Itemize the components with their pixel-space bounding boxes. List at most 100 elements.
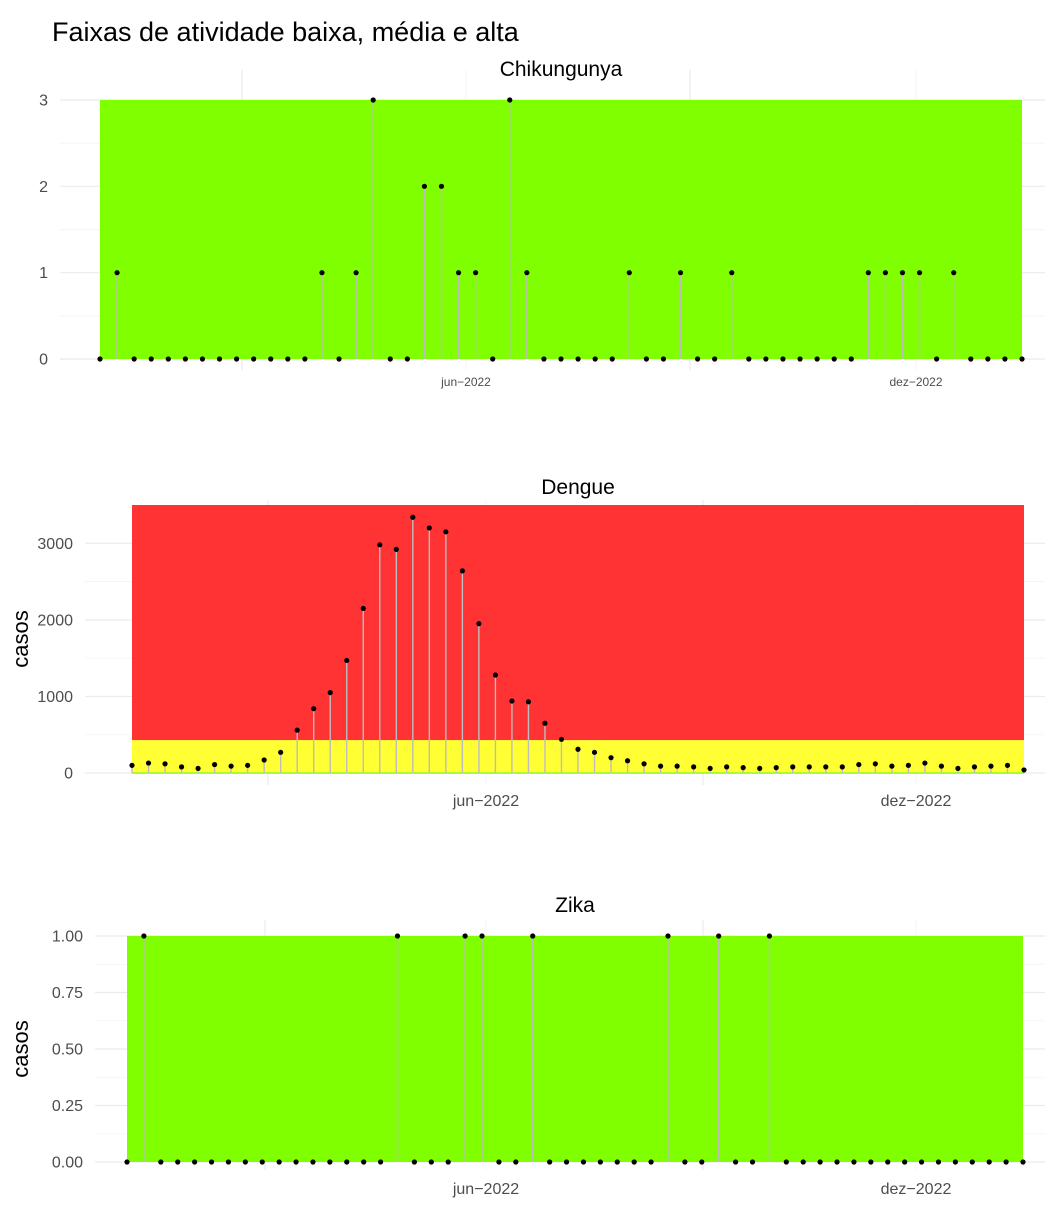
panel-title: Chikungunya	[500, 58, 623, 81]
data-point	[251, 356, 257, 362]
data-point	[496, 1159, 502, 1165]
x-tick-label: dez−2022	[881, 1181, 952, 1198]
data-point	[175, 1159, 181, 1165]
data-point	[411, 1159, 417, 1165]
band-green	[100, 100, 1022, 359]
data-point	[716, 933, 722, 939]
data-point	[729, 270, 735, 276]
data-point	[513, 1159, 519, 1165]
data-point	[773, 765, 779, 771]
data-point	[479, 933, 485, 939]
data-point	[797, 356, 803, 362]
data-point	[592, 356, 598, 362]
data-point	[327, 690, 333, 696]
data-point	[783, 1159, 789, 1165]
y-tick-label: 1000	[37, 689, 73, 706]
data-point	[387, 356, 393, 362]
data-point	[462, 933, 468, 939]
data-point	[131, 356, 137, 362]
data-point	[766, 933, 773, 939]
data-point	[790, 764, 796, 770]
data-point	[541, 356, 547, 362]
data-point	[1002, 356, 1008, 362]
data-point	[624, 758, 631, 764]
data-point	[969, 1159, 975, 1165]
data-point	[626, 270, 632, 276]
data-point	[530, 933, 536, 939]
data-point	[1019, 356, 1025, 362]
data-point	[848, 356, 854, 362]
data-point	[952, 1159, 958, 1165]
data-point	[438, 183, 445, 189]
data-point	[268, 356, 274, 362]
data-point	[609, 356, 615, 362]
y-tick-label: 3000	[37, 536, 73, 553]
data-point	[285, 356, 291, 362]
data-point	[97, 356, 103, 362]
data-point	[694, 356, 701, 362]
band-green	[127, 936, 1023, 1162]
data-point	[192, 1159, 198, 1165]
data-point	[327, 1159, 333, 1165]
x-tick-label: dez−2022	[881, 793, 952, 810]
data-point	[455, 270, 462, 276]
data-point	[319, 270, 325, 276]
data-point	[597, 1159, 603, 1165]
data-point	[344, 657, 350, 664]
x-tick-label: dez−2022	[889, 375, 942, 389]
x-tick-label: jun−2022	[452, 1181, 519, 1198]
data-point	[938, 763, 945, 769]
data-point	[806, 764, 812, 770]
data-point	[851, 1159, 857, 1165]
data-point	[141, 933, 147, 939]
data-point	[361, 1159, 367, 1165]
data-point	[699, 1159, 705, 1165]
data-point	[889, 763, 895, 769]
data-point	[707, 765, 713, 772]
data-point	[575, 746, 581, 752]
data-point	[614, 1159, 620, 1165]
data-point	[393, 546, 399, 553]
data-point	[211, 761, 218, 768]
data-point	[558, 356, 564, 362]
data-point	[648, 1159, 654, 1165]
data-point	[882, 270, 889, 276]
data-point	[228, 763, 234, 769]
data-point	[817, 1159, 823, 1165]
data-point	[336, 356, 342, 362]
y-tick-label: 0	[39, 352, 48, 369]
data-point	[814, 356, 820, 362]
data-point	[278, 749, 284, 755]
data-point	[885, 1159, 891, 1165]
data-point	[459, 568, 465, 574]
data-point	[344, 1159, 350, 1165]
data-point	[233, 356, 240, 362]
data-point	[114, 270, 120, 276]
data-point	[542, 720, 548, 726]
data-point	[165, 356, 171, 362]
data-point	[245, 762, 251, 768]
data-point	[404, 356, 410, 362]
data-point	[445, 1159, 451, 1165]
data-point	[674, 763, 680, 769]
data-point	[242, 1159, 248, 1165]
data-point	[148, 356, 154, 362]
panel-title: Dengue	[541, 476, 615, 499]
data-point	[968, 356, 974, 362]
y-tick-label: 2000	[37, 612, 73, 629]
data-point	[394, 933, 401, 939]
data-point	[988, 763, 994, 769]
data-point	[195, 765, 201, 772]
data-point	[525, 699, 532, 705]
y-tick-label: 0.25	[52, 1098, 83, 1115]
data-point	[182, 356, 188, 362]
data-point	[757, 765, 763, 772]
data-point	[665, 933, 671, 939]
panel-2: 0 1000 2000 3000 jun−2022 dez−2022 Dengue casos	[8, 476, 1045, 810]
data-point	[591, 749, 598, 755]
data-point	[294, 727, 300, 733]
panel-3: 0.00 0.25 0.50 0.75 1.00 jun−2022 dez−2022 Zika…	[8, 894, 1045, 1198]
data-point	[660, 356, 667, 362]
data-point	[145, 760, 152, 766]
